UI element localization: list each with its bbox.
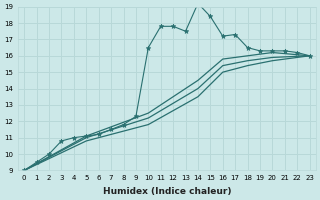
- X-axis label: Humidex (Indice chaleur): Humidex (Indice chaleur): [103, 187, 231, 196]
